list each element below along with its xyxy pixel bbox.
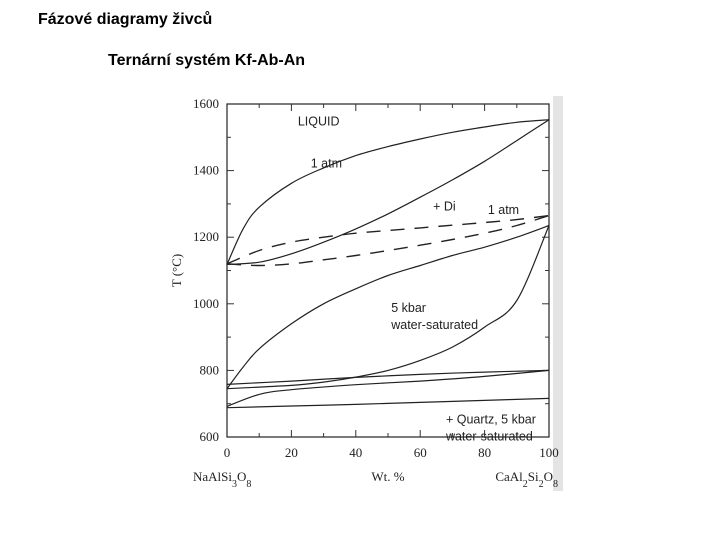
curve-annotation: 1 atm (488, 203, 519, 217)
curve-annotation: 1 atm (311, 156, 342, 170)
y-tick-label: 1600 (193, 96, 219, 111)
x-end-label-right: CaAl2Si2O8 (495, 469, 558, 490)
x-tick-label: 20 (285, 445, 298, 460)
x-tick-label: 40 (349, 445, 362, 460)
y-tick-label: 1400 (193, 163, 219, 178)
curve-annotation: + Quartz, 5 kbar (446, 413, 536, 427)
x-end-label-left: NaAlSi3O8 (193, 469, 251, 490)
series-line-2 (226, 119, 550, 266)
x-tick-label: 100 (539, 445, 559, 460)
x-tick-label: 60 (414, 445, 427, 460)
plot-frame (226, 103, 550, 438)
curve-annotation: 5 kbar (391, 301, 426, 315)
y-tick-label: 800 (200, 362, 220, 377)
series-line-4 (226, 214, 550, 267)
curve-annotation: + Di (433, 200, 456, 214)
x-tick-label: 80 (478, 445, 491, 460)
slide-subtitle: Ternární systém Kf-Ab-An (108, 52, 306, 69)
series-line-1 (226, 119, 550, 265)
x-tick-label: 0 (224, 445, 231, 460)
curve-annotation: water-saturated (445, 429, 533, 443)
series-line-6 (226, 225, 550, 390)
series-line-9 (226, 397, 550, 409)
y-axis-label: T (°C) (169, 254, 184, 287)
y-tick-label: 1000 (193, 296, 219, 311)
y-tick-label: 1200 (193, 229, 219, 244)
curve-annotation: water-saturated (390, 318, 478, 332)
series-line-3 (226, 214, 550, 265)
series-line-8 (226, 369, 550, 407)
series-line-7 (226, 369, 550, 385)
series-line-5 (226, 224, 550, 390)
scan-shadow (553, 96, 563, 491)
x-axis-label: Wt. % (371, 469, 404, 484)
slide-title: Fázové diagramy živců (38, 11, 213, 28)
curve-annotation: LIQUID (298, 115, 340, 129)
y-tick-label: 600 (200, 429, 220, 444)
